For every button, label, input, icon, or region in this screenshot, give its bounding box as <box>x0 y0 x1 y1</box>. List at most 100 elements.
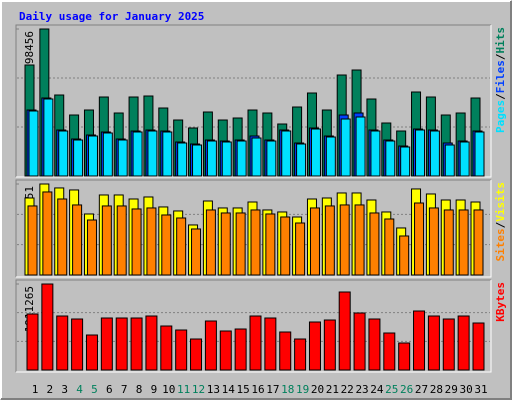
bar <box>175 329 188 371</box>
bar <box>101 205 112 276</box>
bar <box>385 140 396 177</box>
bar <box>458 209 469 276</box>
legend-entry: Pages <box>494 100 507 133</box>
x-tick-label: 24 <box>370 383 384 396</box>
bar <box>265 213 276 276</box>
x-tick-label: 11 <box>177 383 190 396</box>
bar <box>147 130 158 177</box>
bar <box>355 116 366 177</box>
bar <box>250 209 261 276</box>
x-tick-label: 14 <box>222 383 236 396</box>
x-tick-label: 3 <box>61 383 68 396</box>
bar <box>219 330 232 371</box>
bar <box>131 208 142 276</box>
bar <box>28 110 39 177</box>
x-tick-label: 15 <box>237 383 250 396</box>
bar <box>249 315 262 371</box>
bar <box>457 315 470 371</box>
x-tick-label: 19 <box>296 383 309 396</box>
bar <box>235 212 246 276</box>
x-tick-label: 12 <box>192 383 205 396</box>
legend-entry: Hits <box>494 27 507 54</box>
x-tick-label: 28 <box>430 383 443 396</box>
bar <box>427 315 440 371</box>
legend-separator: / <box>494 93 507 100</box>
bar <box>146 207 157 276</box>
bar <box>308 321 321 371</box>
legend: Sites/Visits <box>494 182 507 262</box>
bar <box>339 204 350 276</box>
chart-title: Daily usage for January 2025 <box>19 10 204 23</box>
bar <box>161 214 172 276</box>
x-tick-label: 31 <box>474 383 487 396</box>
x-tick-label: 4 <box>76 383 83 396</box>
x-tick-label: 18 <box>281 383 294 396</box>
bar <box>56 315 69 371</box>
frame-dark <box>15 24 491 177</box>
bar <box>442 318 455 371</box>
bar <box>57 198 68 276</box>
bar <box>176 217 187 276</box>
bar <box>444 144 455 177</box>
bar <box>370 130 381 177</box>
bar <box>264 317 277 371</box>
legend-entry: KBytes <box>494 282 507 322</box>
bar <box>251 137 262 177</box>
bar <box>415 129 426 177</box>
bar <box>383 332 396 371</box>
bar <box>280 216 291 276</box>
bar <box>27 205 38 276</box>
bar <box>413 310 426 371</box>
bar <box>102 132 113 177</box>
bar <box>26 313 39 371</box>
bar <box>340 118 351 177</box>
bar <box>472 322 485 371</box>
x-tick-label: 27 <box>415 383 428 396</box>
x-tick-label: 8 <box>136 383 143 396</box>
bar <box>58 130 69 177</box>
bar <box>87 135 98 177</box>
y-tick-label: 98456 <box>23 31 36 64</box>
x-tick-label: 9 <box>151 383 158 396</box>
x-tick-label: 5 <box>91 383 98 396</box>
bar <box>429 130 440 177</box>
bar <box>190 338 203 371</box>
bar <box>73 139 84 177</box>
bar <box>192 144 203 177</box>
bar <box>206 140 217 177</box>
x-tick-label: 1 <box>32 383 39 396</box>
x-tick-label: 10 <box>162 383 175 396</box>
frame-dark <box>15 179 491 277</box>
legend: KBytes <box>494 282 507 322</box>
bar <box>205 209 216 276</box>
x-tick-label: 17 <box>266 383 279 396</box>
bar <box>443 209 454 276</box>
bar <box>234 328 247 371</box>
bar <box>459 141 470 177</box>
bar <box>294 338 307 371</box>
bar <box>354 204 365 276</box>
bar <box>41 283 54 371</box>
bar <box>338 291 351 371</box>
bar <box>100 317 113 371</box>
bar <box>295 222 306 276</box>
bar <box>279 331 292 371</box>
bar <box>281 130 292 177</box>
bar <box>71 318 84 371</box>
bar <box>220 212 231 276</box>
bar <box>369 212 380 276</box>
x-tick-label: 20 <box>311 383 324 396</box>
bar <box>160 325 173 371</box>
bar <box>162 131 173 177</box>
legend-separator: / <box>494 221 507 228</box>
bar <box>368 318 381 371</box>
bar <box>221 141 232 177</box>
bar <box>400 146 411 177</box>
bar <box>117 139 128 177</box>
x-tick-label: 30 <box>460 383 473 396</box>
bar <box>310 128 321 177</box>
bar <box>296 143 307 177</box>
bar <box>323 319 336 371</box>
